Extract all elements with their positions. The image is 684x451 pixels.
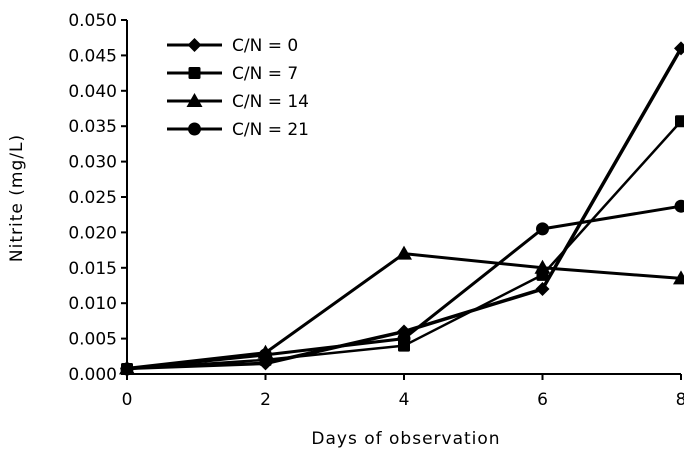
y-tick-label: 0.020 [68,223,117,243]
y-tick-label: 0.000 [68,365,117,385]
y-tick-label: 0.030 [68,153,117,173]
y-axis-label: Nitrite (mg/L) [7,134,27,262]
y-tick-label: 0.035 [68,117,117,137]
series-line-1 [126,47,683,371]
legend-label-2: C/N = 7 [232,64,298,84]
series-4-point [674,199,684,213]
series-4-point [536,222,549,236]
legend-marker-1 [187,38,202,52]
series-4-point [259,348,272,362]
series-3-point [534,259,551,274]
x-tick-label: 2 [260,390,271,410]
series-4-point [120,362,134,376]
series-3-point [396,245,412,260]
legend-label-4: C/N = 21 [232,120,309,140]
y-tick-label: 0.025 [68,188,117,208]
x-tick-label: 4 [399,390,410,410]
x-tick-label: 0 [122,390,133,410]
x-tick-label: 8 [676,390,684,410]
y-tick-label: 0.050 [68,11,117,31]
legend: C/N = 0 C/N = 7 C/N = 14 C/N = 21 [167,36,309,140]
y-axis-ticks: 0.000 0.005 0.010 0.015 0.020 0.025 0.030 0.035… [68,11,127,385]
x-tick-label: 6 [537,390,548,410]
legend-marker-2 [188,67,201,79]
x-axis-label: Days of observation [311,429,500,449]
series-2-point [675,115,684,128]
legend-marker-3 [186,93,203,107]
series-3-point [673,270,684,285]
y-tick-label: 0.005 [68,330,117,350]
y-tick-label: 0.040 [68,82,117,102]
y-tick-label: 0.010 [68,294,117,314]
x-axis-ticks: 0 2 4 6 8 [122,374,684,410]
y-tick-label: 0.045 [68,46,117,66]
series-lines [126,47,683,371]
series-1-point [535,282,550,297]
legend-label-1: C/N = 0 [232,36,298,56]
series-4-point [397,332,411,346]
series-1-point [674,41,684,56]
series-markers [119,41,684,376]
legend-marker-4 [188,122,201,136]
y-tick-label: 0.015 [68,259,117,279]
legend-label-3: C/N = 14 [232,92,309,112]
